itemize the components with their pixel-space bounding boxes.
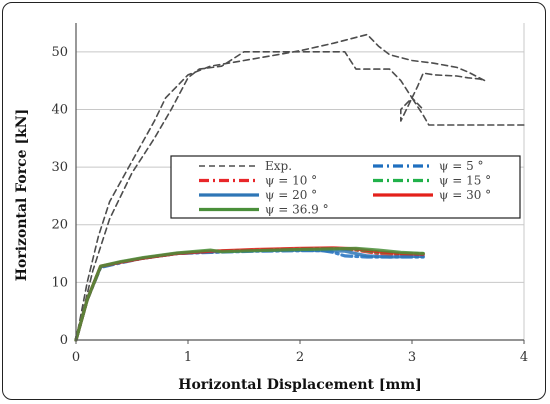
axes-layer: [75, 23, 525, 344]
x-tick-label: 4: [520, 350, 528, 365]
series-line-1: [75, 51, 424, 341]
y-tick-label: 20: [51, 218, 68, 233]
x-tick-label: 0: [72, 350, 80, 365]
legend-label: ψ = 15 °: [439, 174, 491, 188]
x-tick-label: 3: [408, 350, 416, 365]
y-tick-label: 30: [51, 160, 68, 175]
legend-label: ψ = 5 °: [439, 159, 484, 173]
series-line-2: [74, 249, 425, 342]
legend: Exp. ψ = 5 °ψ = 10 ° ψ = 15 °ψ = 20 ° ψ = 3…: [170, 155, 521, 219]
tick-layer: 0 10 20 30 40 50 0 1 2 3 4: [51, 45, 528, 365]
y-tick-label: 50: [51, 45, 68, 60]
x-axis-title: Horizontal Displacement [mm]: [178, 377, 422, 393]
series-line-7: [74, 246, 425, 342]
y-tick-label: 10: [51, 275, 68, 290]
series-line-0: [75, 33, 525, 341]
x-tick-label: 2: [296, 350, 304, 365]
legend-label: Exp.: [265, 159, 292, 173]
legend-label: ψ = 10 °: [265, 174, 317, 188]
legend-label: ψ = 36.9 °: [265, 203, 329, 217]
y-tick-label: 40: [51, 102, 68, 117]
x-tick-label: 1: [184, 350, 192, 365]
series-line-5: [74, 248, 425, 342]
y-tick-label: 0: [60, 333, 68, 348]
legend-label: ψ = 20 °: [265, 188, 317, 202]
y-axis-title: Horizontal Force [kN]: [14, 109, 30, 281]
series-layer: [74, 33, 525, 342]
legend-label: ψ = 30 °: [439, 188, 491, 202]
